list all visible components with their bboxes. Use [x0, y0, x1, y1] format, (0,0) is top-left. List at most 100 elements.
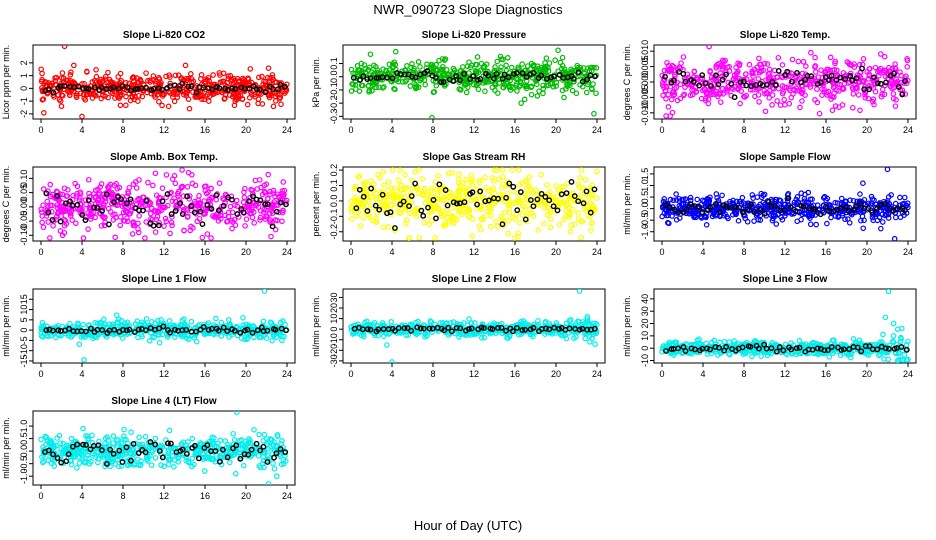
data-point — [68, 69, 74, 75]
reference-point — [364, 76, 371, 83]
outlier-point — [762, 108, 769, 115]
data-point — [498, 196, 505, 203]
panel-title: Slope Line 2 Flow — [432, 274, 517, 285]
data-point — [836, 104, 842, 110]
reference-point — [442, 187, 449, 193]
data-point — [500, 56, 506, 63]
reference-point — [748, 83, 754, 89]
data-point — [540, 85, 547, 92]
data-point — [439, 184, 446, 190]
data-point — [146, 337, 153, 344]
reference-point — [720, 202, 727, 209]
reference-point — [188, 328, 195, 335]
reference-point — [699, 72, 706, 79]
data-point — [741, 212, 747, 219]
outlier-point — [706, 45, 712, 50]
data-point — [553, 183, 559, 189]
data-point — [672, 71, 678, 78]
x-tick-label: 20 — [862, 125, 872, 135]
data-point — [579, 218, 586, 225]
data-point — [515, 197, 521, 203]
reference-point — [283, 327, 289, 334]
data-point — [63, 220, 70, 227]
data-point — [68, 208, 75, 214]
data-point — [463, 176, 469, 183]
reference-point — [142, 327, 149, 334]
y-tick-label: 30 — [640, 306, 650, 316]
data-point — [80, 333, 86, 340]
reference-point — [232, 85, 239, 92]
data-point — [777, 102, 784, 108]
data-point — [370, 71, 377, 77]
data-point — [149, 205, 155, 212]
reference-point — [277, 81, 284, 88]
reference-point — [283, 201, 289, 208]
data-point — [77, 189, 84, 195]
data-point — [124, 218, 131, 225]
data-point — [805, 213, 812, 220]
data-point — [417, 64, 423, 70]
data-point — [58, 213, 65, 219]
data-point — [429, 185, 435, 192]
data-point — [492, 64, 498, 70]
data-point — [129, 231, 136, 237]
reference-point — [490, 75, 497, 82]
data-point — [257, 214, 264, 221]
data-point — [259, 73, 265, 80]
data-point — [152, 229, 159, 235]
x-tick-label: 16 — [821, 247, 831, 257]
reference-point — [719, 76, 726, 83]
data-point — [76, 206, 82, 213]
y-tick-label: -0.1 — [329, 82, 339, 98]
data-point — [203, 190, 210, 197]
data-point — [832, 58, 838, 65]
data-point — [561, 184, 567, 190]
data-point — [102, 73, 109, 80]
data-point — [135, 226, 141, 232]
reference-point — [817, 211, 824, 218]
data-point — [249, 214, 256, 221]
reference-point — [551, 73, 558, 80]
reference-point — [364, 326, 371, 333]
reference-point — [882, 79, 889, 86]
points-group — [659, 45, 911, 119]
reference-point — [519, 70, 526, 76]
reference-point — [731, 94, 738, 101]
data-point — [497, 67, 503, 74]
data-point — [114, 199, 121, 205]
reference-point — [842, 76, 848, 82]
reference-point — [513, 70, 520, 76]
reference-point — [66, 325, 72, 332]
reference-point — [254, 86, 260, 93]
data-point — [459, 211, 466, 218]
data-point — [670, 92, 677, 99]
data-point — [374, 195, 380, 202]
data-point — [699, 87, 706, 94]
data-point — [855, 80, 862, 86]
data-point — [117, 322, 124, 329]
reference-point — [49, 217, 56, 223]
reference-point — [441, 327, 448, 334]
outlier-point — [860, 180, 866, 186]
data-point — [390, 191, 397, 198]
data-point — [172, 180, 179, 187]
reference-point — [707, 204, 713, 211]
data-point — [463, 89, 470, 96]
y-tick-label: 0 — [19, 328, 29, 333]
data-point — [204, 231, 211, 237]
data-point — [256, 177, 263, 183]
data-point — [862, 89, 868, 95]
data-point — [824, 66, 830, 73]
data-point — [98, 95, 105, 102]
data-point — [110, 211, 116, 218]
y-axis-label: percent per min. — [311, 171, 321, 236]
data-point — [406, 235, 412, 241]
y-axis-label: ml/min per min. — [1, 295, 11, 357]
reference-point — [224, 328, 231, 335]
data-point — [102, 93, 109, 99]
reference-point — [785, 195, 792, 202]
data-point — [897, 194, 903, 201]
data-point — [243, 216, 250, 223]
reference-point — [857, 200, 864, 207]
data-point — [381, 182, 387, 188]
